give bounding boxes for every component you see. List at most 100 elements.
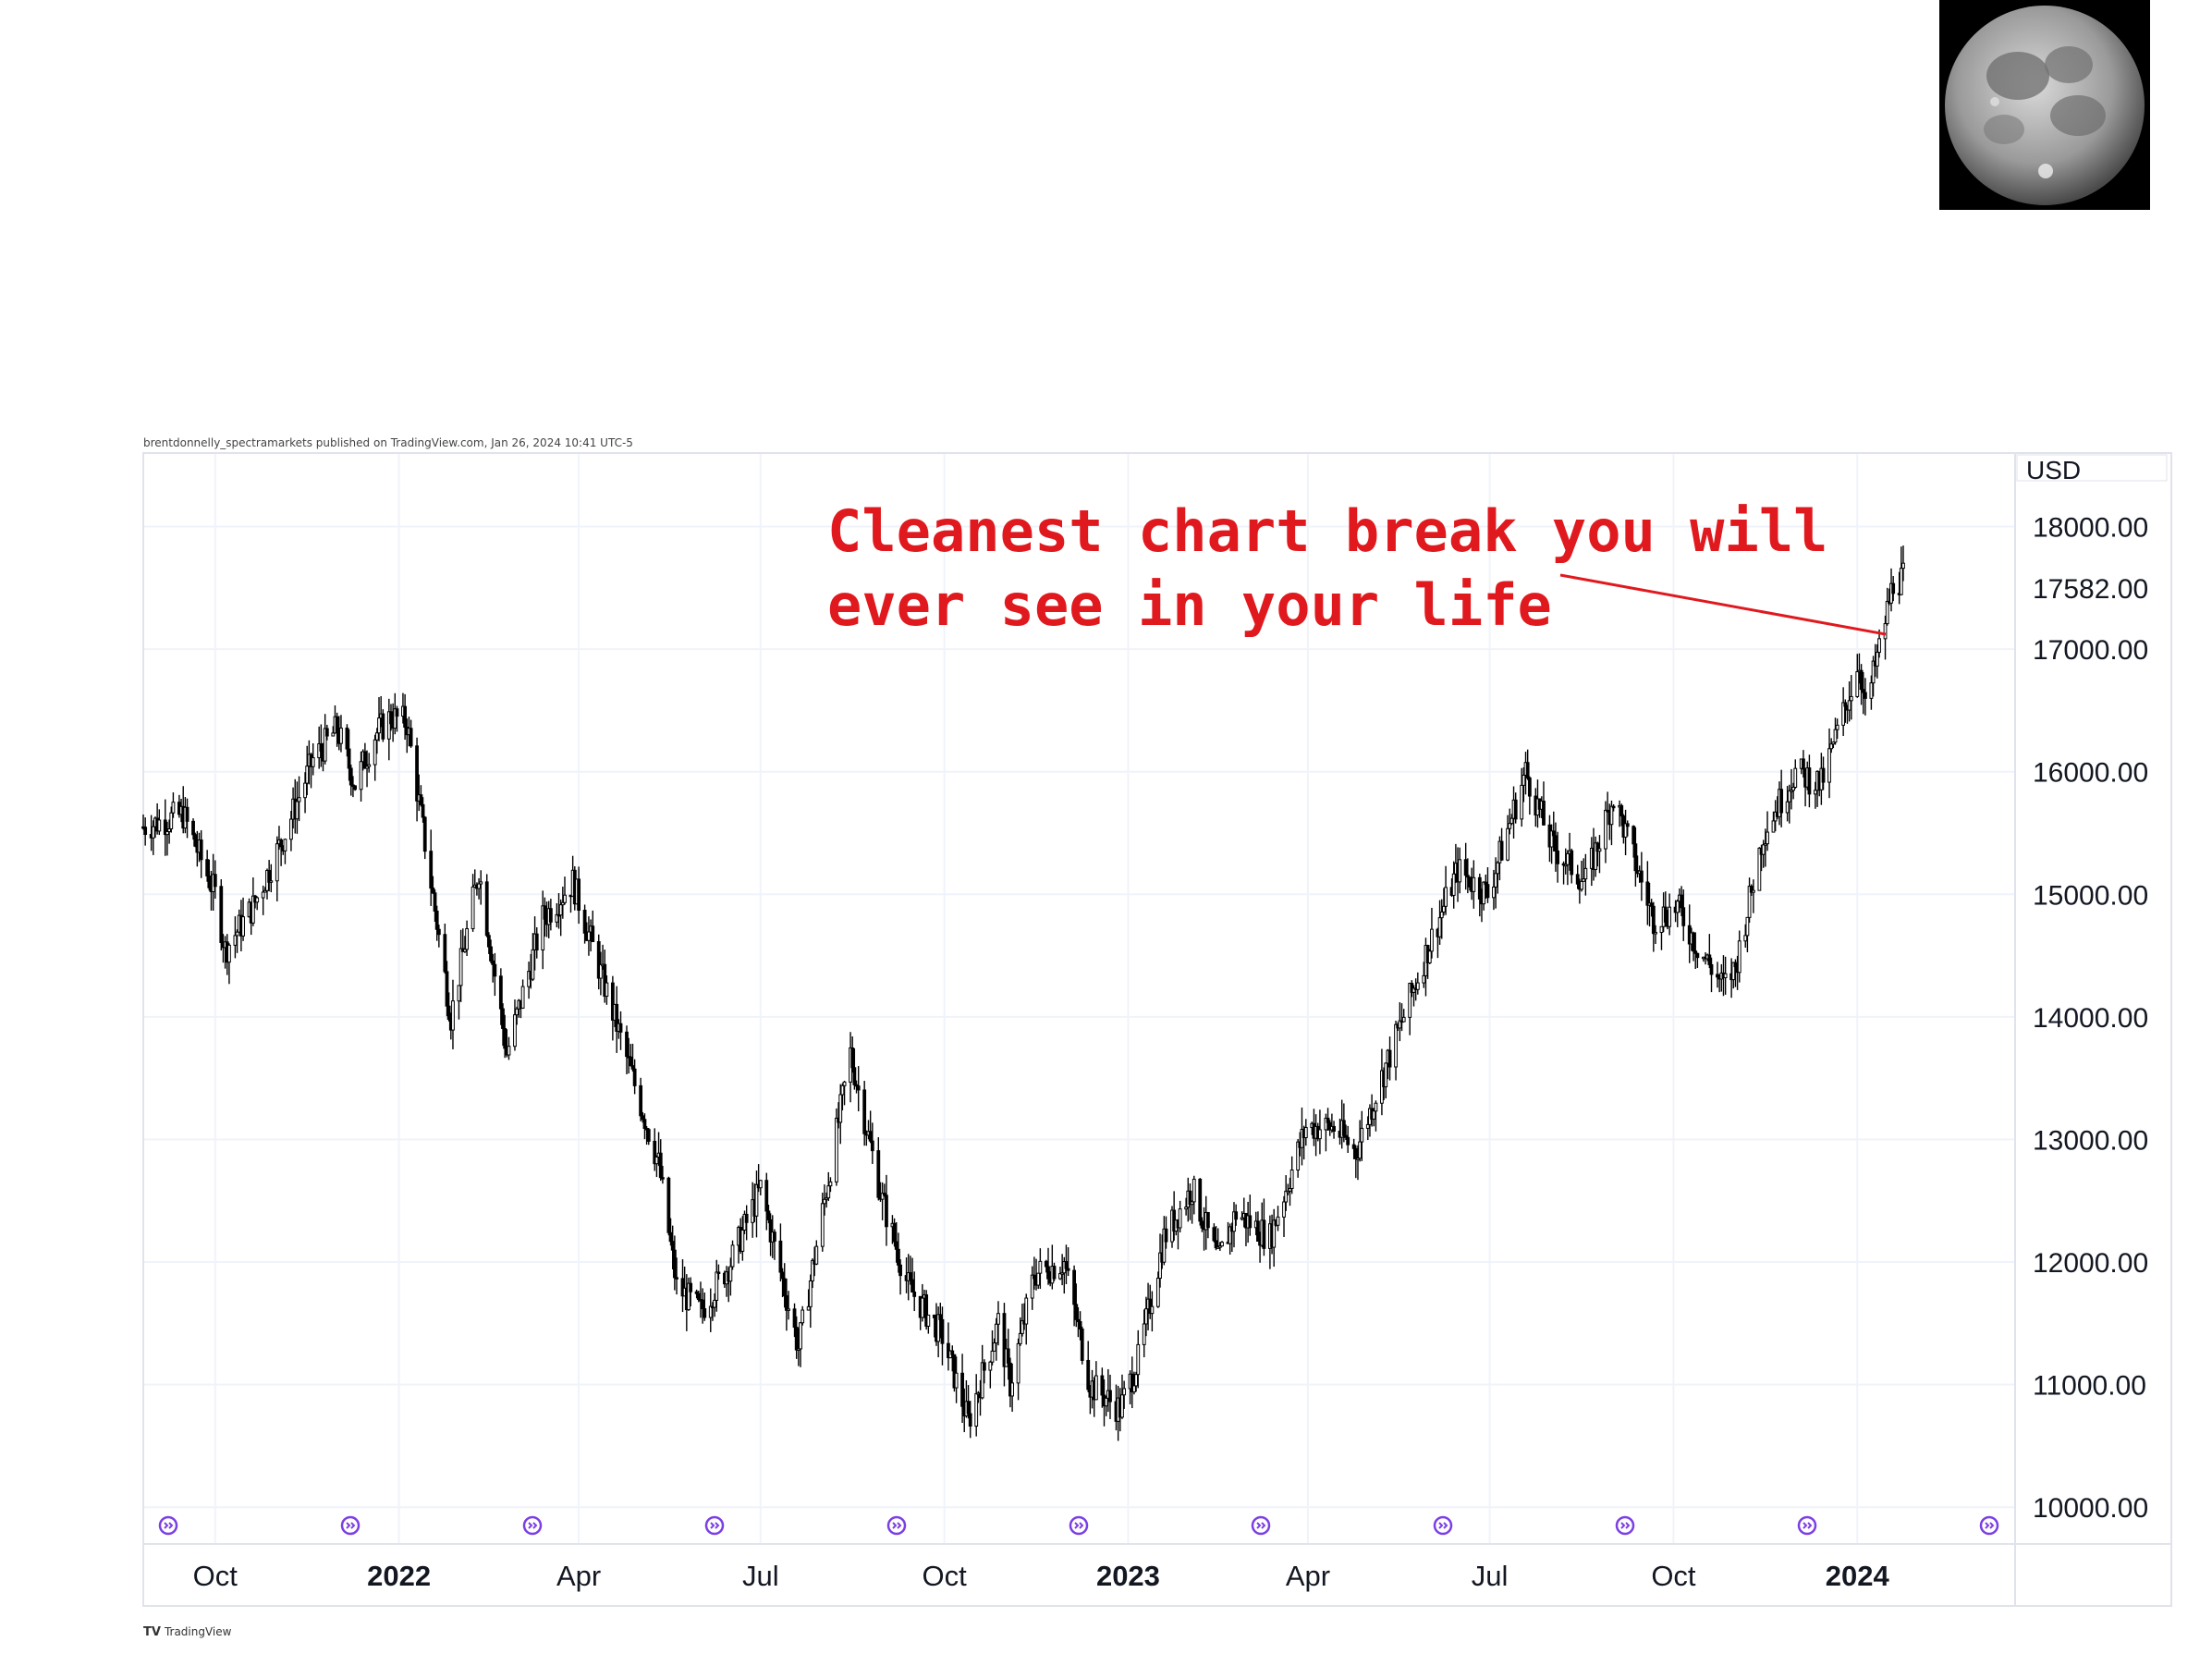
candle [233,916,238,959]
candle [1143,1296,1148,1337]
candle [1401,1009,1406,1023]
candle [151,820,155,855]
candle [171,792,176,818]
candle [926,1314,931,1334]
candle [1006,1329,1010,1380]
candle [696,1291,701,1303]
candle [193,832,198,848]
x-tick-label: 2024 [1826,1560,1890,1592]
event-marker-icon[interactable] [522,1515,543,1536]
candle [990,1329,995,1366]
candle [1675,899,1680,927]
candle [558,899,563,937]
candle [335,712,339,747]
candle [806,1289,811,1311]
candle [1353,1145,1358,1179]
candle [840,1083,845,1110]
candle [740,1216,745,1261]
annotation-line-1: Cleanest chart break you will [827,497,1828,565]
candle [1134,1371,1138,1392]
candle [814,1240,819,1266]
candle [1248,1195,1253,1236]
candle [996,1301,1000,1346]
candle [1496,861,1500,894]
candle [940,1306,945,1366]
candle [766,1205,771,1224]
candle [687,1277,690,1311]
event-marker-icon[interactable] [1615,1515,1635,1536]
candle [605,974,609,1005]
candle [374,728,379,754]
candle [1074,1283,1079,1328]
candle [778,1223,783,1282]
candle [1010,1363,1015,1412]
candle [782,1263,787,1308]
candle [1052,1262,1057,1281]
x-tick-label: Oct [923,1560,968,1592]
candle [1078,1311,1082,1341]
candle [1513,792,1518,824]
event-marker-icon[interactable] [1797,1515,1817,1536]
candle [728,1257,733,1296]
candle [1743,924,1748,948]
event-marker-icon[interactable] [1433,1515,1453,1536]
candle [694,1289,699,1299]
candle [1444,865,1448,915]
candle [484,874,489,937]
candle [668,1218,673,1246]
candle [1723,956,1728,995]
event-marker-icon[interactable] [158,1515,178,1536]
candle [1365,1116,1370,1141]
y-tick-label: 17000.00 [2033,635,2148,666]
candle [603,950,607,1003]
candle [1883,615,1888,660]
event-marker-icon[interactable] [1251,1515,1271,1536]
candle [1288,1177,1292,1207]
candle [1477,873,1482,917]
candle [365,750,369,788]
candle [1594,836,1598,877]
event-marker-icon[interactable] [1069,1515,1089,1536]
event-marker-icon[interactable] [704,1515,725,1536]
y-tick-label: 16000.00 [2033,758,2148,789]
candle [1829,738,1834,753]
candle [477,877,481,900]
event-marker-icon[interactable] [1979,1515,1999,1536]
candle [1038,1248,1043,1290]
candle [1064,1244,1069,1285]
candle [954,1356,959,1403]
candle [377,697,381,741]
candle [1566,850,1570,886]
candle [1606,791,1610,813]
candle [1094,1361,1098,1401]
event-marker-icon[interactable] [886,1515,907,1536]
currency-label: USD [2026,456,2081,484]
event-marker-icon[interactable] [340,1515,361,1536]
candle [1549,824,1554,864]
candle [703,1293,707,1321]
candle [754,1170,759,1238]
candle [486,932,491,954]
candle [319,724,324,767]
candle [1484,874,1488,899]
last-price-tag: 17582.00 [2017,564,2167,605]
candle [191,818,195,840]
candle [1024,1293,1029,1345]
candle [1522,766,1526,802]
candle [1791,782,1796,800]
candle [1745,916,1750,952]
x-tick-label: Oct [1651,1560,1696,1592]
candle [820,1193,825,1252]
y-tick-label: 10000.00 [2033,1493,2148,1524]
candle [708,1288,713,1332]
candle [653,1128,657,1171]
candle [885,1174,888,1246]
candle [1747,877,1752,924]
candle [936,1306,941,1358]
candle [1707,934,1712,969]
candle [543,897,547,937]
candle [1835,718,1839,740]
candle [1451,861,1456,909]
candle [1731,962,1736,989]
candle [1058,1267,1062,1280]
